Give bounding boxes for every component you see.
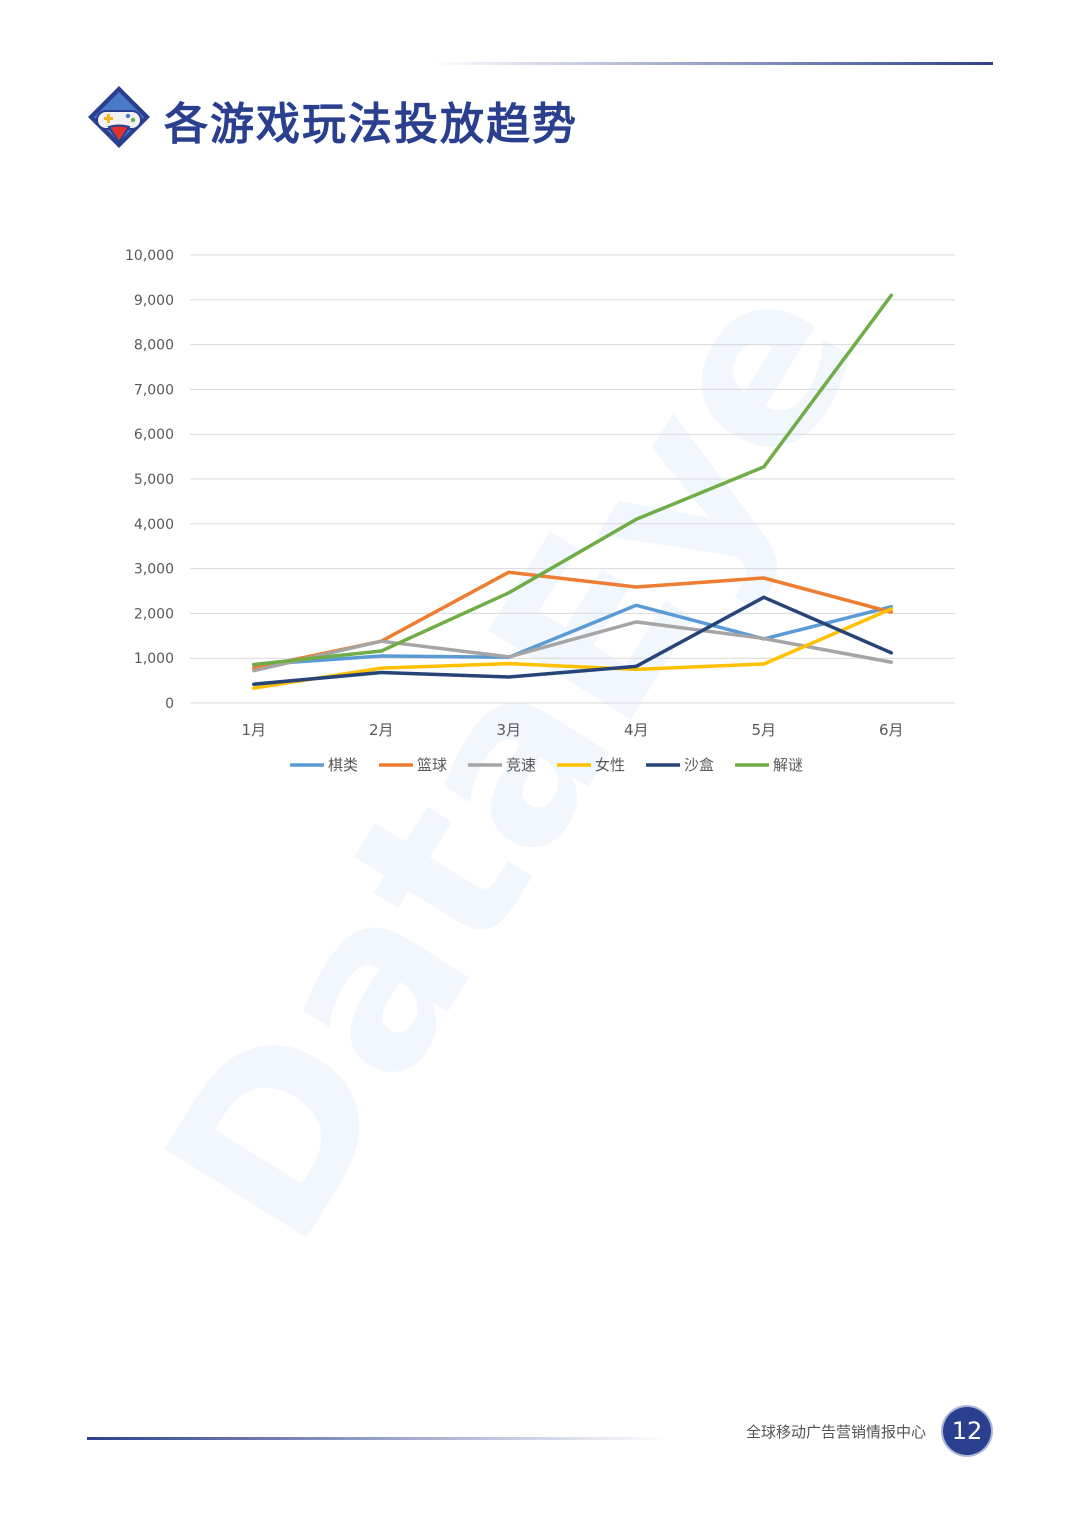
line-chart: 0 1,000 2,000 3,000 4,000 5,000 6,000 7,000 8,00… xyxy=(125,248,955,774)
legend-label: 女性 xyxy=(595,756,625,774)
page-number-badge: 12 xyxy=(943,1407,991,1455)
x-tick-label: 3月 xyxy=(496,721,521,739)
legend-label: 棋类 xyxy=(328,756,358,774)
footer-org: 全球移动广告营销情报中心 xyxy=(745,1423,926,1441)
y-tick-label: 1,000 xyxy=(134,651,174,667)
y-tick-label: 5,000 xyxy=(134,472,174,488)
x-tick-label: 4月 xyxy=(624,721,649,739)
bottom-rule xyxy=(87,1437,667,1440)
series-line xyxy=(252,293,894,667)
y-tick-label: 3,000 xyxy=(134,562,174,578)
legend-label: 沙盒 xyxy=(684,756,714,774)
legend-label: 竞速 xyxy=(506,756,536,774)
x-tick-label: 5月 xyxy=(751,721,776,739)
y-tick-label: 7,000 xyxy=(134,382,174,398)
gamepad-badge-icon xyxy=(84,84,154,154)
y-tick-label: 6,000 xyxy=(134,427,174,443)
y-tick-label: 2,000 xyxy=(134,606,174,622)
y-tick-label: 9,000 xyxy=(134,293,174,309)
y-tick-label: 8,000 xyxy=(134,338,174,354)
series-line xyxy=(252,607,894,690)
legend-label: 解谜 xyxy=(773,756,803,774)
top-rule xyxy=(430,62,993,65)
series-line xyxy=(252,620,894,673)
series-line xyxy=(252,603,894,667)
y-tick-label: 0 xyxy=(165,696,174,712)
x-tick-label: 6月 xyxy=(879,721,904,739)
x-tick-label: 2月 xyxy=(369,721,394,739)
page-title: 各游戏玩法投放趋势 xyxy=(164,99,578,150)
legend-label: 篮球 xyxy=(417,756,447,774)
y-tick-label: 10,000 xyxy=(125,248,174,264)
x-tick-label: 1月 xyxy=(241,721,266,739)
series-line xyxy=(252,595,894,686)
y-tick-label: 4,000 xyxy=(134,517,174,533)
